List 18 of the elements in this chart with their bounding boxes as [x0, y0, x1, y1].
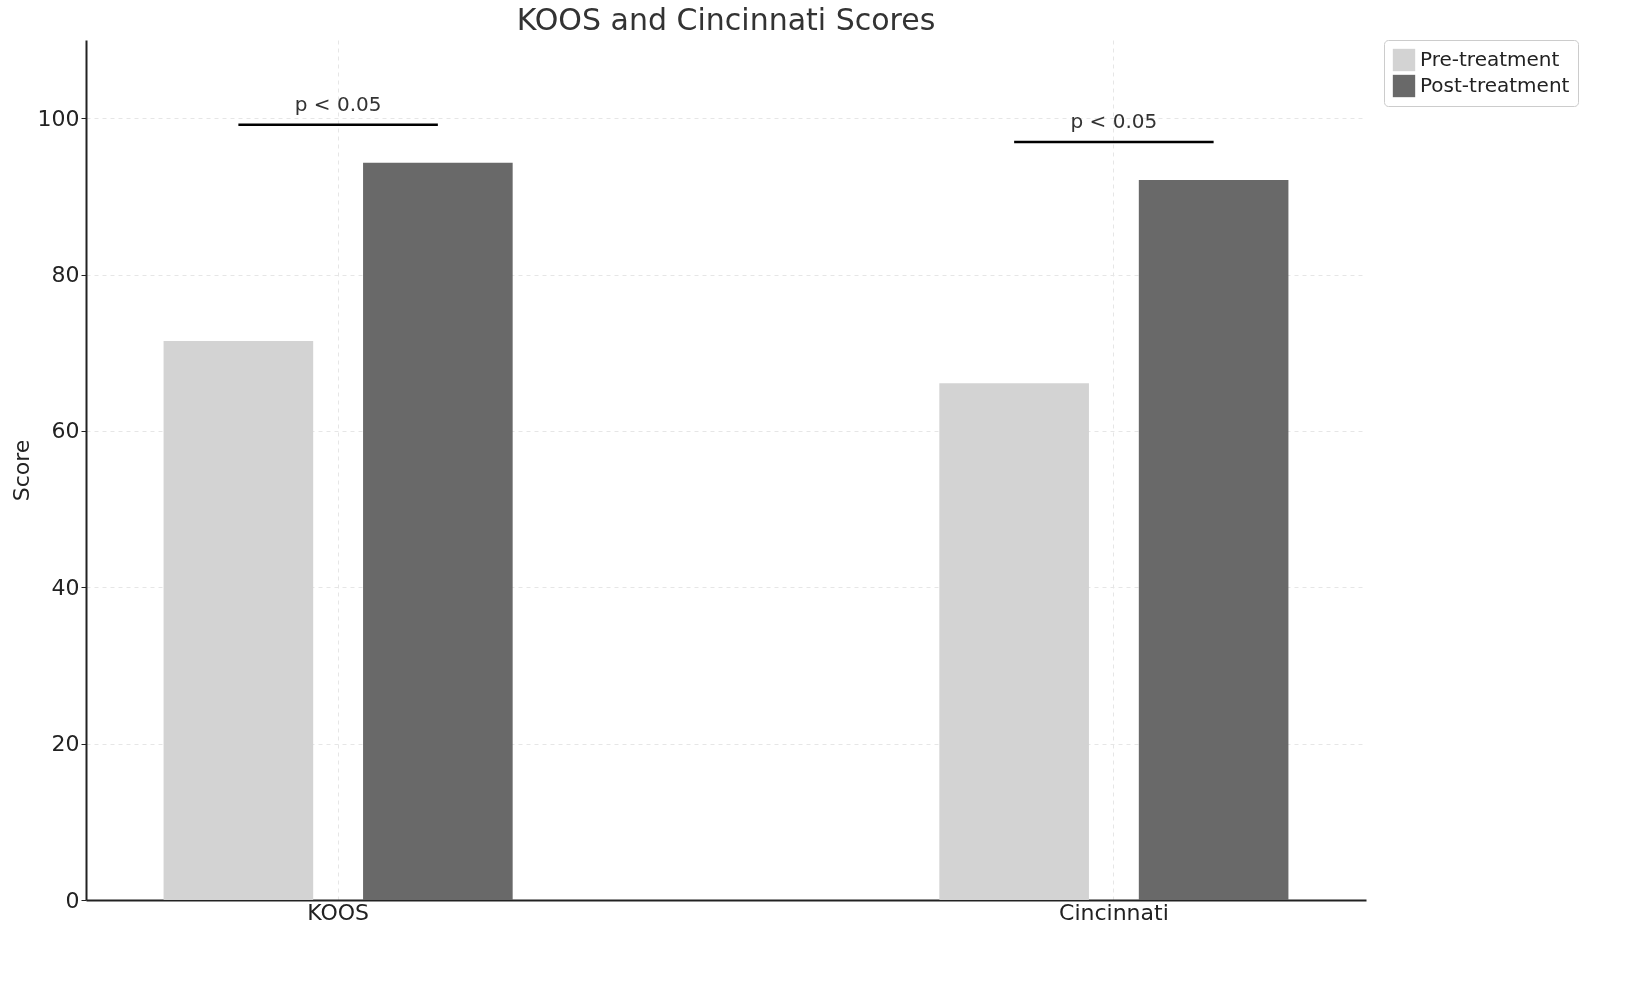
bar [163, 341, 314, 900]
x-tick-label: Cincinnati [1059, 899, 1169, 925]
legend-label: Pre-treatment [1420, 47, 1560, 71]
bar [1138, 179, 1289, 900]
y-tick-label: 20 [51, 731, 80, 757]
annotation: p < 0.05 [294, 91, 382, 116]
y-axis-title: Score [8, 439, 34, 502]
y-tick-label: 60 [51, 418, 80, 444]
y-tick-label: 100 [37, 105, 80, 131]
bar [939, 383, 1089, 900]
y-tick-label: 40 [51, 574, 80, 600]
bar [363, 162, 513, 900]
x-tick-label: KOOS [307, 899, 370, 925]
y-tick-label: 80 [51, 262, 80, 288]
y-tick-label: 0 [65, 887, 80, 913]
annotation: p < 0.05 [1070, 108, 1158, 133]
legend-label: Post-treatment [1420, 73, 1570, 97]
chart-title: KOOS and Cincinnati Scores [516, 1, 936, 37]
